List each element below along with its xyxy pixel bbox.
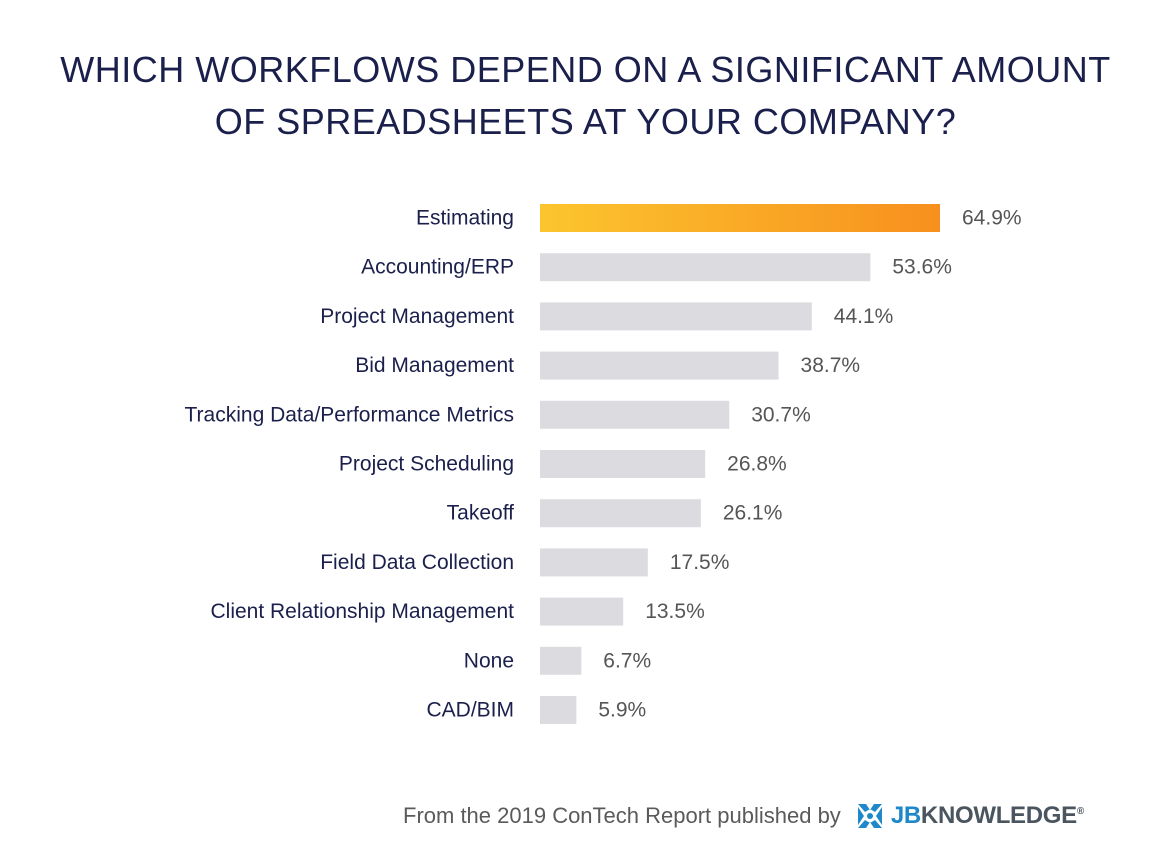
- value-label: 38.7%: [801, 354, 861, 377]
- jbknowledge-logo-text: JBKNOWLEDGE®: [891, 802, 1084, 830]
- footer-credit: From the 2019 ConTech Report published b…: [403, 803, 841, 828]
- value-label: 17.5%: [670, 551, 730, 574]
- category-label: Estimating: [416, 207, 514, 230]
- category-label: Field Data Collection: [320, 551, 514, 574]
- bar-highlighted: [540, 204, 940, 232]
- category-label: None: [464, 649, 514, 672]
- value-label: 64.9%: [962, 207, 1022, 230]
- chart-title: WHICH WORKFLOWS DEPEND ON A SIGNIFICANT …: [0, 44, 1171, 148]
- jbknowledge-logo: JBKNOWLEDGE®: [855, 801, 1084, 831]
- bar: [540, 450, 706, 478]
- category-label: Project Scheduling: [339, 453, 514, 476]
- jbknowledge-logo-icon: [857, 804, 882, 828]
- category-label: CAD/BIM: [426, 699, 514, 722]
- bar: [540, 253, 871, 282]
- category-label: Bid Management: [355, 354, 514, 377]
- category-label: Client Relationship Management: [210, 600, 514, 623]
- logo-jb: JB: [890, 802, 921, 829]
- footer: From the 2019 ConTech Report published b…: [403, 800, 1084, 832]
- bar-chart: Estimating 64.9% Accounting/ERP 53.6% Projec…: [185, 204, 1022, 724]
- logo-knowledge: KNOWLEDGE: [920, 802, 1077, 829]
- value-label: 26.1%: [723, 502, 783, 525]
- bar: [540, 548, 648, 577]
- category-label: Accounting/ERP: [361, 256, 514, 279]
- value-label: 44.1%: [834, 305, 894, 328]
- value-label: 30.7%: [751, 403, 811, 426]
- logo-registered-mark: ®: [1076, 806, 1084, 817]
- bar: [540, 302, 812, 331]
- bar: [540, 597, 624, 626]
- category-label: Tracking Data/Performance Metrics: [185, 403, 515, 426]
- value-label: 53.6%: [892, 256, 952, 279]
- category-label: Takeoff: [447, 502, 514, 525]
- category-label: Project Management: [320, 305, 514, 328]
- bar: [540, 400, 730, 429]
- value-label: 13.5%: [645, 600, 705, 623]
- bar: [540, 499, 701, 528]
- value-label: 6.7%: [603, 649, 651, 672]
- bar: [540, 646, 582, 675]
- bar: [540, 696, 577, 724]
- chart-title-line-2: OF SPREADSHEETS AT YOUR COMPANY?: [214, 101, 957, 142]
- value-label: 5.9%: [598, 699, 646, 722]
- value-label: 26.8%: [727, 453, 787, 476]
- chart-title-line-1: WHICH WORKFLOWS DEPEND ON A SIGNIFICANT …: [60, 49, 1111, 90]
- bars-layer: Estimating 64.9% Accounting/ERP 53.6% Projec…: [185, 204, 1022, 724]
- bar: [540, 351, 779, 380]
